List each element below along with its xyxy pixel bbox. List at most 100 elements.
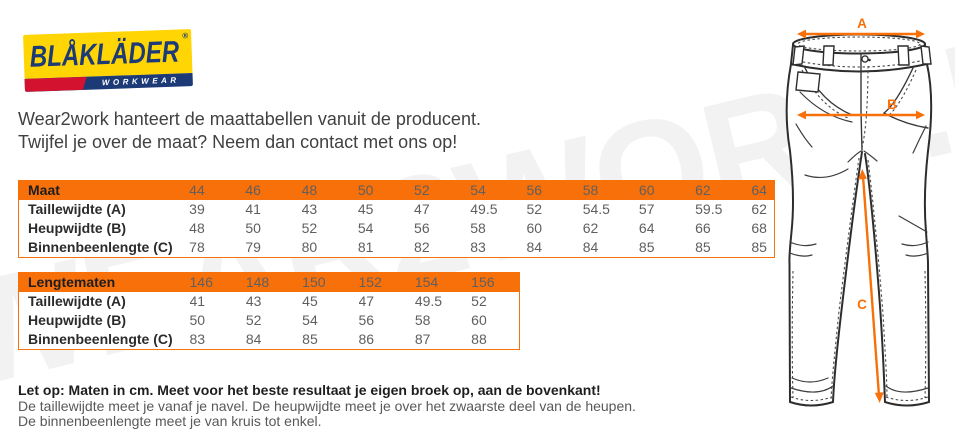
table-cell: 78 <box>189 239 205 255</box>
table-cell: 41 <box>245 201 261 217</box>
table-cell: 44 <box>189 182 205 198</box>
pants-outline <box>785 33 933 407</box>
table-row: Binnenbeenlengte (C) 78 79 80 81 82 83 84 84 85 8… <box>19 238 775 258</box>
table-cell: 83 <box>189 331 206 347</box>
table-cell: 41 <box>189 293 206 309</box>
table-cell: 146 <box>189 274 213 290</box>
size-table-header-label: Maat <box>28 182 60 198</box>
table-cell: 49.5 <box>414 293 443 309</box>
table-row: Taillewijdte (A) 41 43 45 47 49.5 52 <box>19 292 520 311</box>
note-line-2: De taillewijdte meet je vanaf je navel. … <box>18 397 636 414</box>
table-row: Heupwijdte (B) 48 50 52 54 56 58 60 62 64 66 68 <box>19 219 775 238</box>
table-cell: 57 <box>638 201 655 217</box>
brand-logo: BLÅKLÄDER ® WORKWEAR <box>23 29 193 92</box>
intro-line-1: Wear2work hanteert de maattabellen vanui… <box>18 109 481 129</box>
length-table: Lengtematen 146 148 150 152 154 156 Taillewij… <box>18 272 520 350</box>
table-cell: 84 <box>582 239 599 255</box>
pants-silhouette <box>786 39 932 402</box>
table-cell: 85 <box>638 239 655 255</box>
size-table-header-row: Maat 44 46 48 50 52 54 56 58 60 62 64 <box>18 180 775 200</box>
table-cell: 58 <box>582 182 599 198</box>
pants-details <box>789 45 932 393</box>
logo-yellow-panel: BLÅKLÄDER ® <box>23 29 193 79</box>
logo-brand-text: BLÅKLÄDER <box>29 35 180 74</box>
pants-diagram: A B C <box>785 16 933 407</box>
table-cell: 150 <box>302 274 326 290</box>
logo-red-stripe <box>24 76 87 92</box>
table-cell: 60 <box>526 220 543 236</box>
table-cell: 49.5 <box>470 201 498 217</box>
table-cell: 86 <box>358 331 375 347</box>
waist-arrow: A <box>797 16 925 39</box>
table-cell: 54.5 <box>582 201 610 217</box>
table-cell: 50 <box>189 312 206 328</box>
measurement-notes: Let op: Maten in cm. Meet voor het beste… <box>18 382 636 430</box>
table-cell: 82 <box>414 239 430 255</box>
table-cell: 60 <box>638 182 655 198</box>
row-label: Heupwijdte (B) <box>28 312 126 328</box>
table-cell: 58 <box>414 312 431 328</box>
table-cell: 52 <box>301 220 318 236</box>
table-cell: 152 <box>358 274 382 290</box>
table-cell: 43 <box>301 201 318 217</box>
size-table: Maat 44 46 48 50 52 54 56 58 60 62 64 Taillewijdte… <box>18 180 775 258</box>
table-cell: 47 <box>414 201 430 217</box>
intro-line-2: Twijfel je over de maat? Neem dan contac… <box>18 132 458 152</box>
waist-label: A <box>857 16 867 31</box>
table-cell: 87 <box>414 331 431 347</box>
table-cell: 50 <box>245 220 261 236</box>
table-cell: 48 <box>189 220 205 236</box>
table-cell: 62 <box>582 220 599 236</box>
row-label: Taillewijdte (A) <box>28 293 126 309</box>
table-cell: 154 <box>414 274 439 290</box>
table-cell: 52 <box>471 293 487 309</box>
table-cell: 54 <box>470 182 486 198</box>
table-cell: 52 <box>526 201 543 217</box>
note-bold: Let op: Maten in cm. Meet voor het beste… <box>18 382 601 398</box>
row-label: Binnenbeenlengte (C) <box>28 239 173 255</box>
table-cell: 54 <box>302 312 318 328</box>
table-row: Taillewijdte (A) 39 41 43 45 47 49.5 52 54.5 57 5… <box>19 200 775 219</box>
table-cell: 59.5 <box>695 201 723 217</box>
hip-label: B <box>887 97 897 112</box>
table-cell: 79 <box>245 239 261 255</box>
table-cell: 47 <box>358 293 375 309</box>
table-row: Binnenbeenlengte (C) 83 84 85 86 87 88 <box>19 330 520 350</box>
table-cell: 88 <box>471 331 487 347</box>
table-cell: 50 <box>357 182 374 198</box>
intro-text: Wear2work hanteert de maattabellen vanui… <box>18 108 481 154</box>
length-table-header-label: Lengtematen <box>28 274 116 290</box>
table-cell: 45 <box>357 201 374 217</box>
table-cell: 60 <box>471 312 487 328</box>
table-cell: 43 <box>245 293 262 309</box>
table-cell: 54 <box>357 220 374 236</box>
table-cell: 56 <box>414 220 430 236</box>
length-table-header-row: Lengtematen 146 148 150 152 154 156 <box>18 272 520 292</box>
inseam-label: C <box>857 297 867 312</box>
table-cell: 62 <box>695 182 711 198</box>
table-cell: 58 <box>470 220 486 236</box>
table-cell: 56 <box>526 182 543 198</box>
table-cell: 46 <box>245 182 261 198</box>
table-cell: 52 <box>245 312 262 328</box>
table-cell: 85 <box>695 239 711 255</box>
table-cell: 48 <box>301 182 318 198</box>
hip-arrow: B <box>797 97 925 120</box>
table-cell: 68 <box>751 220 767 236</box>
table-cell: 81 <box>357 239 374 255</box>
row-label: Heupwijdte (B) <box>28 220 126 236</box>
table-row: Heupwijdte (B) 50 52 54 56 58 60 <box>19 311 520 330</box>
table-cell: 45 <box>302 293 318 309</box>
table-cell: 85 <box>302 331 318 347</box>
table-cell: 84 <box>526 239 543 255</box>
table-cell: 83 <box>470 239 486 255</box>
logo-workwear-text: WORKWEAR <box>101 75 180 88</box>
row-label: Taillewijdte (A) <box>28 201 126 217</box>
table-cell: 52 <box>414 182 430 198</box>
logo-registered-mark: ® <box>182 31 189 41</box>
table-cell: 56 <box>358 312 375 328</box>
table-cell: 148 <box>245 274 270 290</box>
table-cell: 156 <box>471 274 495 290</box>
table-cell: 64 <box>751 182 767 198</box>
table-cell: 64 <box>638 220 655 236</box>
